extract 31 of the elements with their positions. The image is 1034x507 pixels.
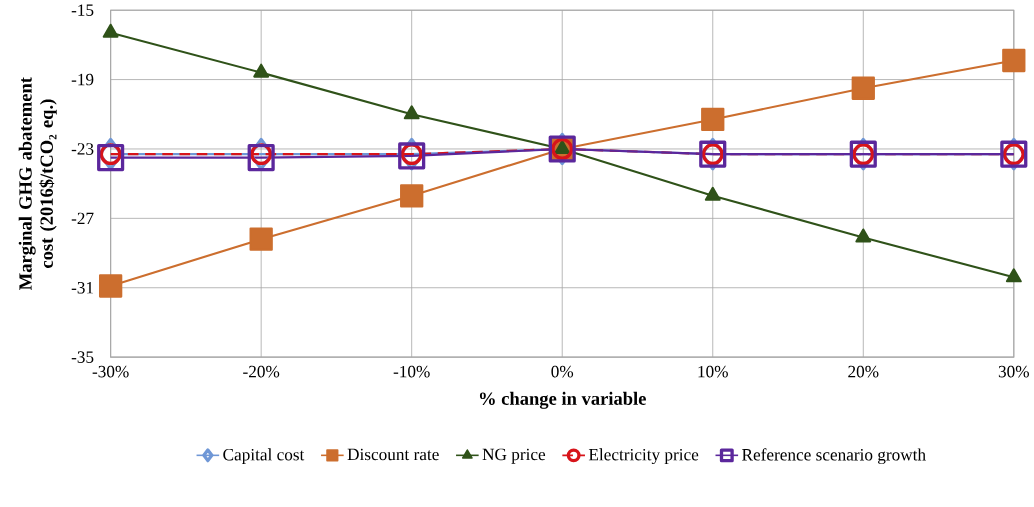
x-tick-label: 30% xyxy=(998,365,1029,378)
point xyxy=(400,184,424,208)
y-tick-label: -27 xyxy=(71,212,94,225)
point xyxy=(1002,48,1026,73)
legend-label: Discount rate xyxy=(347,448,439,461)
point xyxy=(855,228,872,243)
x-tick-label: 10% xyxy=(698,365,728,378)
y-tick-label: -31 xyxy=(71,282,94,294)
legend-label: Reference scenario growth xyxy=(742,448,926,465)
y-tick-label: -35 xyxy=(71,351,94,364)
point xyxy=(851,76,875,100)
point xyxy=(247,144,275,172)
x-axis-title: % change in variable xyxy=(479,391,646,409)
x-tick-label: -10% xyxy=(393,365,430,378)
point xyxy=(98,274,123,298)
legend-label: NG price xyxy=(482,448,546,464)
x-tick-label: 20% xyxy=(848,365,879,378)
point xyxy=(97,144,125,172)
point xyxy=(1005,268,1022,283)
legend-label: Electricity price xyxy=(588,448,699,465)
x-tick-label: -20% xyxy=(243,365,280,378)
y-tick-label: -15 xyxy=(71,4,94,17)
x-tick-label: 0% xyxy=(551,365,574,378)
y-axis-title: Marginal GHG abatement cost (2016$/tCO₂ eq.) xyxy=(18,77,57,291)
x-tick-label: -30% xyxy=(92,365,129,378)
y-tick-label: -23 xyxy=(71,143,94,155)
legend-label: Capital cost xyxy=(223,448,305,465)
point xyxy=(701,107,725,132)
y-tick-label: -19 xyxy=(71,73,94,86)
point xyxy=(403,105,420,120)
point xyxy=(249,227,273,251)
